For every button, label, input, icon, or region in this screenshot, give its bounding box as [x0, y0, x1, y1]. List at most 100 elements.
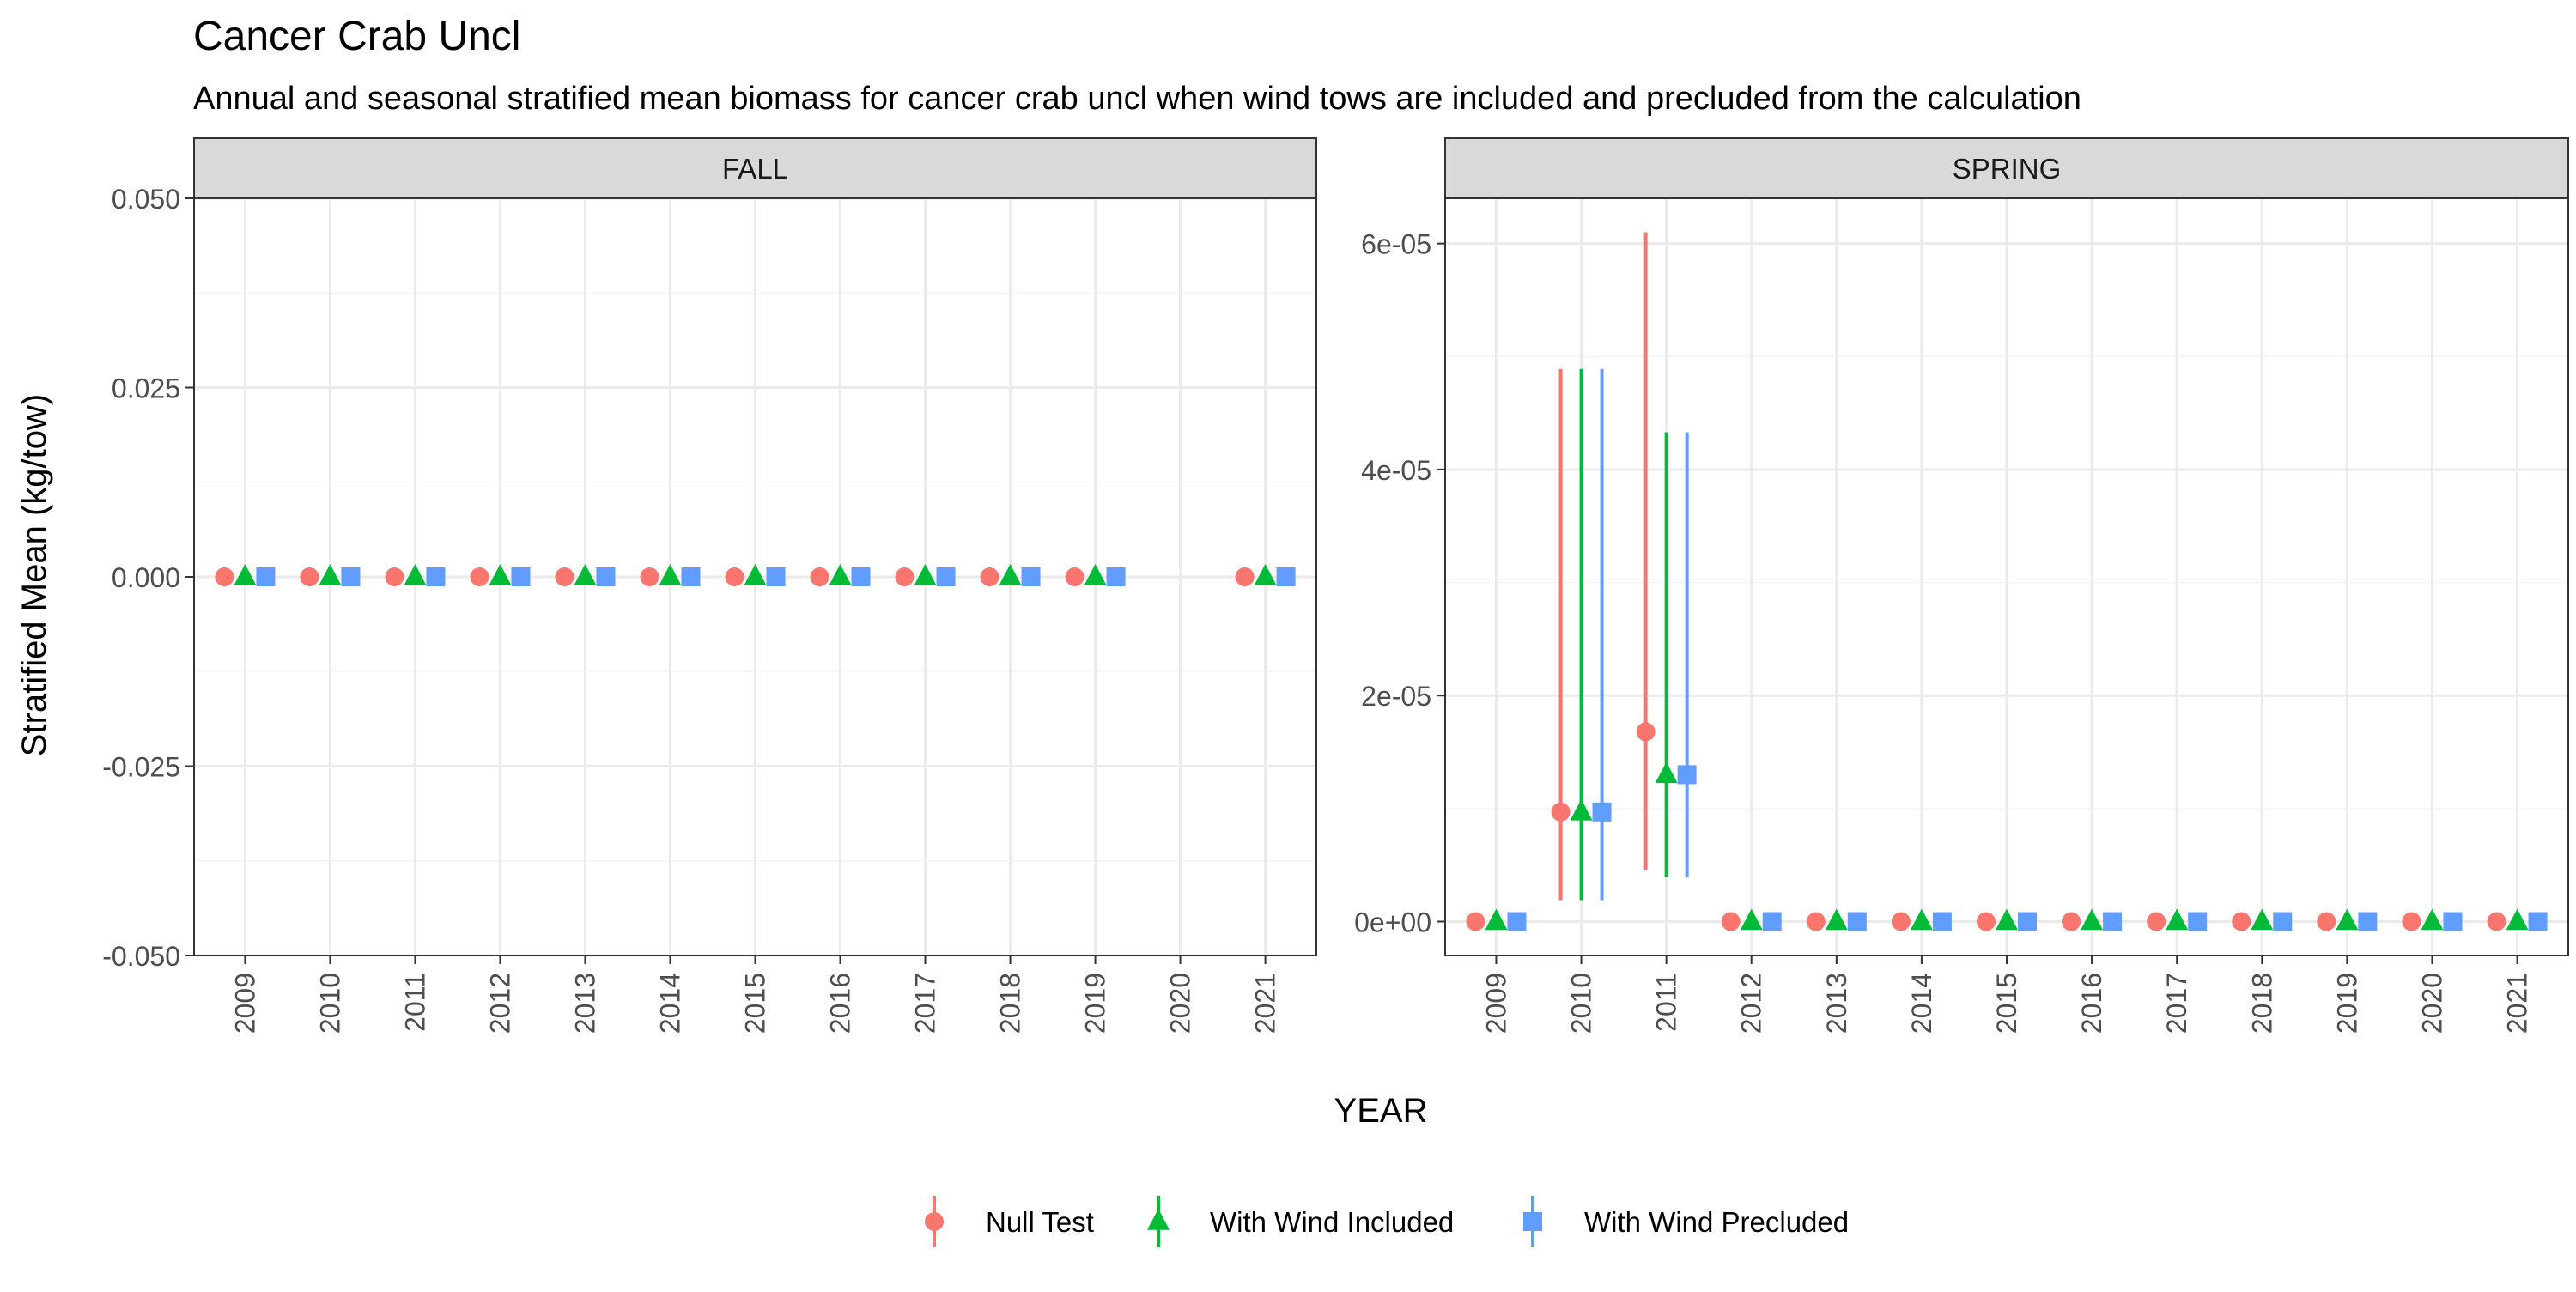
legend-key-symbol: [1523, 1212, 1542, 1231]
y-tick-label: 2e-05: [1361, 681, 1431, 712]
facet-strip-label: FALL: [722, 153, 788, 185]
x-axis-label: YEAR: [1334, 1092, 1428, 1130]
point-with-wind-included: [1910, 908, 1933, 931]
x-tick-label: 2013: [569, 973, 600, 1034]
point-with-wind-included: [2506, 908, 2529, 931]
legend-item-with-wind-included: With Wind Included: [1147, 1196, 1454, 1247]
x-tick-label: 2010: [314, 973, 345, 1034]
x-tick-label: 2011: [1651, 973, 1682, 1032]
legend-label: With Wind Included: [1210, 1206, 1454, 1238]
point-null-test: [1065, 567, 1084, 586]
point-null-test: [640, 567, 659, 586]
facet-strip-label: SPRING: [1953, 153, 2062, 185]
point-with-wind-precluded: [851, 567, 871, 586]
point-with-wind-precluded: [1592, 802, 1612, 822]
x-tick-label: 2018: [995, 973, 1026, 1034]
point-null-test: [385, 567, 404, 586]
point-with-wind-precluded: [2358, 912, 2378, 931]
x-tick-label: 2012: [484, 973, 515, 1034]
chart-title: Cancer Crab Uncl: [193, 14, 520, 59]
point-null-test: [1235, 567, 1255, 586]
point-with-wind-included: [489, 564, 512, 585]
x-tick-label: 2017: [910, 973, 941, 1034]
legend-key-symbol: [925, 1212, 944, 1231]
legend-item-with-wind-precluded: With Wind Precluded: [1523, 1196, 1849, 1247]
point-null-test: [2062, 912, 2081, 931]
point-null-test: [2147, 912, 2166, 931]
point-null-test: [725, 567, 744, 586]
x-tick-label: 2010: [1566, 973, 1597, 1034]
point-with-wind-included: [1254, 564, 1277, 585]
point-with-wind-precluded: [2103, 912, 2123, 931]
point-with-wind-included: [574, 564, 597, 585]
x-tick-label: 2018: [2246, 973, 2277, 1034]
point-with-wind-precluded: [596, 567, 616, 586]
point-with-wind-included: [2336, 908, 2359, 931]
point-with-wind-precluded: [681, 567, 701, 586]
y-tick-label: -0.025: [102, 752, 180, 783]
point-with-wind-precluded: [256, 567, 276, 586]
facet-strip: [1444, 137, 2569, 199]
y-tick-label: -0.050: [102, 941, 180, 972]
panel-spring: SPRING 0e+00 2e-05 4e-05 6e-05 2009 2010 2011 20…: [1354, 137, 2569, 1034]
point-null-test: [1721, 912, 1741, 931]
point-with-wind-precluded: [766, 567, 786, 586]
point-with-wind-precluded: [2528, 912, 2548, 931]
point-null-test: [1806, 912, 1826, 931]
point-with-wind-precluded: [341, 567, 361, 586]
point-null-test: [470, 567, 489, 586]
panels-layer: FALL -0.050 -0.025 0.000 0.025 0.050 2009 2010 2…: [102, 137, 2569, 1034]
point-with-wind-precluded: [1932, 912, 1952, 931]
point-with-wind-included: [2081, 908, 2104, 931]
x-tick-label: 2020: [1165, 973, 1196, 1034]
point-with-wind-included: [914, 564, 937, 585]
point-null-test: [2487, 912, 2506, 931]
x-tick-label: 2016: [825, 973, 856, 1034]
x-tick-label: 2016: [2076, 973, 2107, 1034]
x-tick-label: 2015: [740, 973, 771, 1034]
point-null-test: [1636, 722, 1656, 742]
legend-key-symbol: [1147, 1209, 1170, 1230]
legend: Null Test With Wind Included With Wind Pre…: [925, 1196, 1849, 1247]
x-tick-label: 2009: [229, 973, 260, 1034]
point-null-test: [300, 567, 319, 586]
point-null-test: [895, 567, 914, 586]
legend-label: With Wind Precluded: [1584, 1206, 1849, 1238]
point-with-wind-included: [2421, 908, 2444, 931]
point-with-wind-included: [1084, 564, 1107, 585]
x-tick-label: 2019: [2331, 973, 2362, 1034]
legend-label: Null Test: [986, 1206, 1094, 1238]
point-null-test: [555, 567, 574, 586]
point-with-wind-included: [404, 564, 427, 585]
point-with-wind-precluded: [426, 567, 446, 586]
point-with-wind-precluded: [1106, 567, 1126, 586]
point-null-test: [810, 567, 829, 586]
y-tick-label: 4e-05: [1361, 455, 1431, 486]
point-with-wind-precluded: [2018, 912, 2037, 931]
point-null-test: [1891, 912, 1911, 931]
point-with-wind-precluded: [1021, 567, 1041, 586]
point-with-wind-included: [234, 564, 257, 585]
facet-strip: [193, 137, 1317, 199]
y-tick-label: 6e-05: [1361, 229, 1431, 260]
point-null-test: [980, 567, 999, 586]
x-tick-label: 2020: [2416, 973, 2447, 1034]
point-with-wind-precluded: [1677, 765, 1697, 785]
x-tick-label: 2012: [1736, 973, 1767, 1034]
x-tick-label: 2013: [1821, 973, 1852, 1034]
point-null-test: [1551, 802, 1571, 822]
y-tick-label: 0.050: [112, 184, 180, 215]
x-tick-label: 2017: [2161, 973, 2192, 1034]
x-tick-label: 2014: [1906, 973, 1937, 1034]
legend-item-null-test: Null Test: [925, 1196, 1094, 1247]
point-with-wind-included: [319, 564, 342, 585]
point-with-wind-included: [2166, 908, 2189, 931]
point-with-wind-included: [1485, 908, 1508, 931]
point-with-wind-precluded: [2443, 912, 2463, 931]
chart-subtitle: Annual and seasonal stratified mean biom…: [193, 81, 2081, 117]
y-axis-label: Stratified Mean (kg/tow): [15, 394, 53, 756]
point-with-wind-precluded: [1847, 912, 1867, 931]
y-tick-label: 0e+00: [1354, 907, 1431, 938]
x-tick-label: 2021: [1250, 973, 1281, 1034]
y-tick-label: 0.025: [112, 373, 180, 404]
